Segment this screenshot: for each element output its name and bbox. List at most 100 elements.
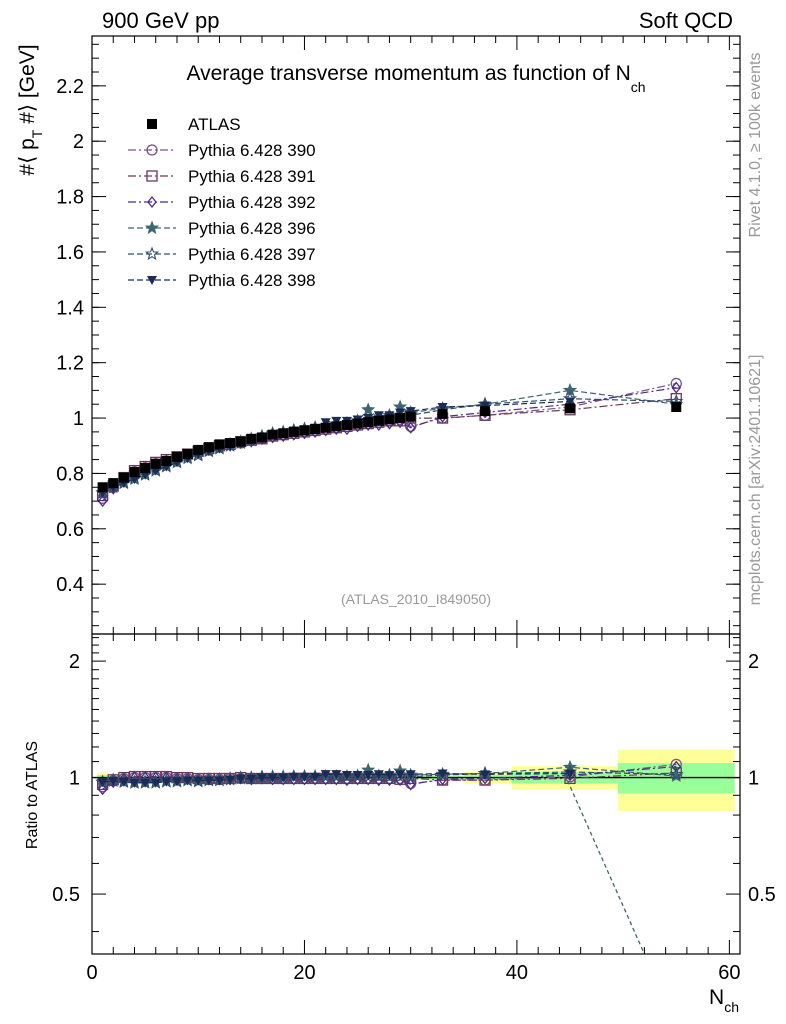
series-2-ratio-line bbox=[102, 766, 677, 790]
legend-label-1: Pythia 6.428 391 bbox=[188, 167, 316, 186]
series-5-ratio-point bbox=[108, 776, 119, 786]
series-4-ratio-point bbox=[669, 766, 684, 781]
series-5-point bbox=[140, 470, 151, 480]
legend-label-2: Pythia 6.428 392 bbox=[188, 193, 316, 212]
atlas-data-point bbox=[140, 462, 151, 473]
series-2-point bbox=[405, 421, 416, 434]
atlas-data-point bbox=[405, 411, 416, 422]
main-y-tick-label: 1.6 bbox=[56, 242, 84, 264]
atlas-data-point bbox=[203, 442, 214, 453]
atlas-data-point bbox=[310, 424, 321, 435]
ratio-dropoff-line bbox=[564, 773, 645, 955]
legend: ATLAS Pythia 6.428 390 Pythia 6.428 391 Pyt… bbox=[128, 115, 316, 290]
series-2-ratio-point bbox=[97, 783, 108, 796]
legend-marker-0 bbox=[146, 144, 158, 156]
atlas-data-point bbox=[129, 467, 140, 478]
legend-label-0: Pythia 6.428 390 bbox=[188, 141, 316, 160]
series-5-ratio-point bbox=[288, 772, 299, 782]
series-5-ratio-point bbox=[373, 770, 384, 780]
x-axis-label: Nch bbox=[709, 986, 739, 1015]
atlas-data-point bbox=[235, 436, 246, 447]
ratio-y-label: Ratio to ATLAS bbox=[24, 741, 41, 849]
atlas-data-point bbox=[288, 426, 299, 437]
main-y-label-tail: #⟩ [GeV] bbox=[16, 44, 39, 129]
atlas-data-point bbox=[256, 432, 267, 443]
x-tick-label: 0 bbox=[86, 962, 97, 984]
atlas-data-point bbox=[278, 428, 289, 439]
series-5-point bbox=[331, 416, 342, 426]
atlas-data-point bbox=[671, 401, 682, 412]
atlas-data-point bbox=[267, 429, 278, 440]
main-title-sub: ch bbox=[631, 79, 646, 95]
legend-marker-atlas bbox=[147, 119, 157, 129]
series-5-ratio-point bbox=[299, 772, 310, 782]
rivet-label: Rivet 4.1.0, ≥ 100k events bbox=[747, 53, 764, 238]
series-5-ratio-point bbox=[150, 778, 161, 788]
atlas-data-point bbox=[437, 408, 448, 419]
atlas-data-point bbox=[214, 439, 225, 450]
main-title-text: Average transverse momentum as function … bbox=[186, 62, 630, 85]
series-5-ratio-point bbox=[565, 769, 576, 779]
analysis-label: (ATLAS_2010_I849050) bbox=[341, 591, 491, 607]
series-2-point bbox=[97, 495, 108, 508]
series-5-point bbox=[565, 397, 576, 407]
series-2-point bbox=[671, 381, 682, 394]
main-y-label-sub: T bbox=[29, 129, 45, 138]
atlas-data-point bbox=[331, 421, 342, 432]
ratio-frame bbox=[91, 633, 741, 955]
series-5-ratio-point bbox=[203, 776, 214, 786]
x-tick-label: 60 bbox=[718, 962, 740, 984]
atlas-data-point bbox=[373, 415, 384, 426]
series-2-ratio-point bbox=[405, 778, 416, 791]
series-5-ratio-point bbox=[256, 773, 267, 783]
series-5-ratio-point bbox=[331, 770, 342, 780]
ratio-y-tick-label-right: 1 bbox=[748, 768, 759, 790]
legend-marker-3 bbox=[144, 220, 160, 235]
legend-label-5: Pythia 6.428 398 bbox=[188, 271, 316, 290]
atlas-data-point bbox=[363, 417, 374, 428]
series-0-line bbox=[102, 382, 677, 499]
main-y-tick-label: 0.4 bbox=[56, 574, 84, 596]
x-tick-label: 20 bbox=[293, 962, 315, 984]
series-5-point bbox=[437, 402, 448, 412]
series-5-ratio-point bbox=[267, 773, 278, 783]
series-5-ratio-point bbox=[235, 774, 246, 784]
ratio-y-tick-label: 0.5 bbox=[52, 884, 80, 906]
atlas-data-point bbox=[352, 418, 363, 429]
ratio-y-tick-label: 1 bbox=[69, 768, 80, 790]
series-5-ratio-point bbox=[341, 771, 352, 781]
x-axis-label-sub: ch bbox=[724, 999, 739, 1015]
legend-marker-1 bbox=[146, 170, 158, 182]
series-5-ratio-point bbox=[246, 774, 257, 784]
series-5-ratio-point bbox=[225, 775, 236, 785]
series-5-ratio-point bbox=[171, 777, 182, 787]
atlas-data-point bbox=[161, 455, 172, 466]
main-y-tick-label: 2.2 bbox=[56, 76, 84, 98]
series-4-ratio-point bbox=[403, 769, 418, 783]
series-5-point bbox=[373, 411, 384, 421]
series-5-point bbox=[480, 401, 491, 411]
legend-label-3: Pythia 6.428 396 bbox=[188, 219, 316, 238]
atlas-data-point bbox=[97, 482, 108, 493]
atlas-data-point bbox=[182, 449, 193, 460]
main-panel: 0.4 0.6 0.8 1 1.2 1.4 1.6 1.8 2 2.2 bbox=[56, 35, 741, 635]
atlas-data-point bbox=[384, 414, 395, 425]
series-5-ratio-point bbox=[118, 777, 129, 787]
legend-marker-5 bbox=[147, 276, 157, 285]
x-axis-label-text: N bbox=[709, 986, 724, 1009]
atlas-data-point bbox=[565, 403, 576, 414]
atlas-data-point bbox=[299, 425, 310, 436]
atlas-data-point bbox=[480, 406, 491, 417]
series-5-ratio-line bbox=[102, 772, 571, 784]
x-tick-label: 40 bbox=[506, 962, 528, 984]
main-y-label-text: #⟨ p bbox=[16, 138, 39, 175]
ratio-y-tick-label-right: 0.5 bbox=[748, 884, 776, 906]
series-5-ratio-point bbox=[437, 769, 448, 779]
atlas-data-point bbox=[320, 422, 331, 433]
series-2-line bbox=[102, 387, 677, 502]
ratio-y-tick-label-right: 2 bbox=[748, 651, 759, 673]
header-right-label: Soft QCD bbox=[639, 8, 733, 33]
series-5-ratio-point bbox=[129, 778, 140, 788]
ratio-panel: 0 20 40 60 0.5 0.5 1 1 2 2 bbox=[52, 633, 776, 984]
series-5-ratio-point bbox=[405, 770, 416, 780]
